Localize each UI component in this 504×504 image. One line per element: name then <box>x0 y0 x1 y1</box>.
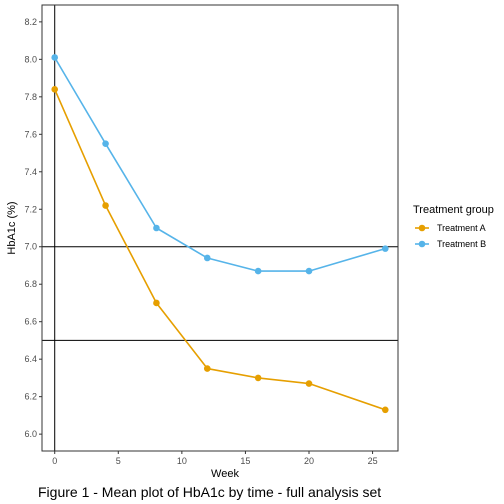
x-axis: 0 5 10 15 20 25 <box>52 451 378 466</box>
y-tick-label: 6.0 <box>24 429 37 439</box>
x-tick-label: 10 <box>177 456 187 466</box>
data-point <box>51 54 59 61</box>
data-point <box>203 254 211 262</box>
plot-panel <box>41 4 399 452</box>
legend-key-marker <box>418 240 426 248</box>
x-tick-label: 25 <box>368 456 378 466</box>
legend-key-marker <box>418 224 426 232</box>
y-axis-title: HbA1c (%) <box>6 201 18 254</box>
figure-caption: Figure 1 - Mean plot of HbA1c by time - … <box>38 484 381 500</box>
y-tick-label: 7.8 <box>24 92 37 102</box>
y-tick-label: 8.2 <box>24 17 37 27</box>
x-tick-label: 15 <box>240 456 250 466</box>
data-point <box>305 380 313 387</box>
y-tick-label: 6.8 <box>24 279 37 289</box>
y-tick-label: 7.4 <box>24 167 37 177</box>
y-tick-label: 6.4 <box>24 354 37 364</box>
data-point <box>102 140 109 147</box>
legend-label: Treatment A <box>437 223 486 233</box>
y-tick-label: 7.0 <box>24 242 37 252</box>
data-point <box>381 406 389 414</box>
x-axis-title: Week <box>211 468 239 480</box>
y-tick-label: 8.0 <box>24 54 37 64</box>
y-tick-label: 6.2 <box>24 392 37 402</box>
y-tick-label: 7.2 <box>24 204 37 214</box>
data-point <box>153 299 160 307</box>
data-point <box>305 267 313 275</box>
data-point <box>51 86 59 93</box>
y-tick-label: 6.6 <box>24 317 37 327</box>
x-tick-label: 5 <box>116 456 121 466</box>
y-axis: 6.0 6.2 6.4 6.6 6.8 7.0 7.2 7.4 7.6 7.8 8.0 8.2 <box>24 17 42 439</box>
data-point <box>102 202 109 209</box>
legend-title: Treatment group <box>413 204 494 216</box>
x-tick-label: 20 <box>304 456 314 466</box>
x-tick-label: 0 <box>52 456 57 466</box>
data-point <box>153 224 160 232</box>
legend-label: Treatment B <box>437 239 486 249</box>
data-point <box>381 245 389 252</box>
data-point <box>254 374 262 382</box>
panel-border <box>41 4 399 452</box>
data-point <box>254 267 262 275</box>
data-point <box>203 365 211 372</box>
legend: Treatment group Treatment A Treatment B <box>413 204 494 249</box>
y-tick-label: 7.6 <box>24 129 37 139</box>
